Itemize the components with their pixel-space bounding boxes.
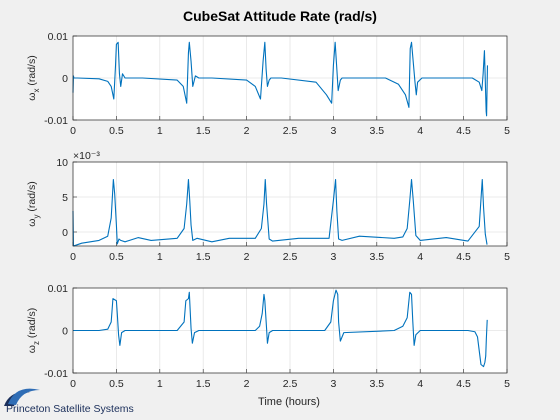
x-axis-label: Time (hours) (258, 396, 320, 408)
x-tick-label: 3.5 (369, 125, 384, 137)
y-label-subscript: z (32, 341, 41, 345)
x-tick-label: 5 (504, 378, 510, 390)
x-tick-label: 1.5 (196, 378, 211, 390)
y-tick-label: 0 (62, 326, 68, 338)
y-tick-label: 5 (62, 192, 68, 204)
x-tick-label: 5 (504, 125, 510, 137)
x-tick-label: 2.5 (283, 251, 298, 263)
x-tick-label: 0 (70, 378, 76, 390)
y-label-symbol: ω (26, 219, 38, 227)
y-label-units: (rad/s) (26, 308, 38, 341)
y-label-units: (rad/s) (26, 181, 38, 214)
y-axis-label: ωz (rad/s) (26, 308, 41, 353)
y-tick-label: 0 (62, 73, 68, 85)
orbit-swoosh-icon (4, 388, 40, 406)
logo-text: Princeton Satellite Systems (6, 403, 134, 415)
axes-frame (72, 35, 508, 121)
series-line-omega_y (72, 178, 488, 247)
x-tick-label: 4 (417, 125, 423, 137)
y-label-symbol: ω (26, 93, 38, 101)
y-exponent-label: ×10⁻³ (73, 150, 100, 162)
y-label-symbol: ω (26, 345, 38, 353)
axes-frame (72, 161, 508, 247)
x-tick-label: 2.5 (283, 125, 298, 137)
x-tick-label: 0.5 (109, 378, 124, 390)
x-tick-label: 1 (157, 251, 163, 263)
chart-title: CubeSat Attitude Rate (rad/s) (183, 8, 377, 24)
axes-frame (72, 287, 508, 374)
x-tick-label: 3 (330, 125, 336, 137)
x-tick-label: 0 (70, 125, 76, 137)
axes-omega-y: 0 0.5 1 1.5 2 2.5 3 3.5 4 4.5 5 0 5 10 ×10⁻³ ωy (rad/s) (26, 150, 510, 263)
x-tick-label: 1 (157, 378, 163, 390)
y-label-subscript: y (32, 215, 41, 219)
x-tick-label: 1.5 (196, 251, 211, 263)
x-tick-label: 1.5 (196, 125, 211, 137)
x-tick-label: 0.5 (109, 125, 124, 137)
y-tick-label: -0.01 (44, 368, 68, 380)
x-tick-label: 2 (244, 378, 250, 390)
series-line-omega_x (72, 41, 489, 117)
x-tick-label: 4.5 (456, 378, 471, 390)
x-tick-label: 2 (244, 251, 250, 263)
y-tick-label: 0.01 (48, 283, 69, 295)
y-tick-label: 0.01 (48, 31, 69, 43)
y-tick-label: -0.01 (44, 115, 68, 127)
x-tick-label: 4 (417, 378, 423, 390)
x-tick-label: 3.5 (369, 378, 384, 390)
x-tick-label: 3.5 (369, 251, 384, 263)
y-tick-label: 0 (62, 227, 68, 239)
y-tick-label: 10 (56, 157, 68, 169)
x-tick-label: 3 (330, 378, 336, 390)
x-tick-label: 4 (417, 251, 423, 263)
x-tick-label: 2 (244, 125, 250, 137)
x-tick-label: 2.5 (283, 378, 298, 390)
logo: Princeton Satellite Systems (4, 388, 134, 415)
x-tick-label: 0 (70, 251, 76, 263)
x-tick-label: 4.5 (456, 125, 471, 137)
x-tick-label: 1 (157, 125, 163, 137)
series-line-omega_z (73, 289, 488, 368)
x-tick-label: 5 (504, 251, 510, 263)
x-tick-label: 3 (330, 251, 336, 263)
x-tick-label: 4.5 (456, 251, 471, 263)
y-label-units: (rad/s) (26, 55, 38, 88)
y-label-subscript: x (32, 89, 41, 93)
y-axis-label: ωx (rad/s) (26, 55, 41, 100)
y-axis-label: ωy (rad/s) (26, 181, 41, 226)
x-tick-label: 0.5 (109, 251, 124, 263)
